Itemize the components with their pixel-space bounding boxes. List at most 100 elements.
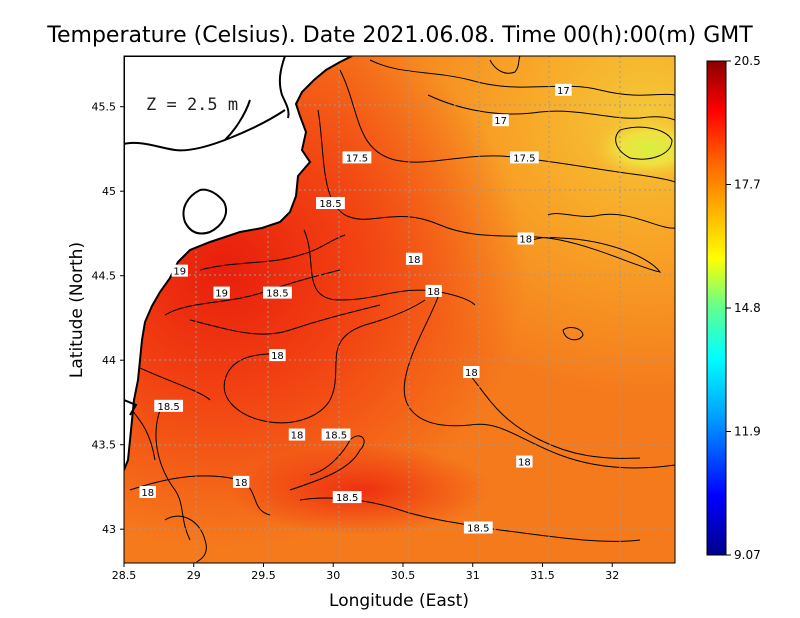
- contour-line: [562, 327, 584, 341]
- contour-labels: 17 17 17.5 17.5 18.5 18 18 18 19 19 18.5 18 18 18.5 18…: [139, 83, 572, 535]
- contour-label-text: 18: [235, 478, 248, 489]
- contour-label: 18: [517, 232, 534, 246]
- contour-label: 18.5: [332, 491, 362, 504]
- contour-label-box: [316, 197, 345, 210]
- colorbar-tick-label: 11.9: [734, 425, 761, 439]
- x-tick-label: 28.5: [112, 569, 137, 582]
- coastline: [182, 188, 228, 235]
- contour-label-box: [321, 428, 351, 441]
- colorbar-ticks: 20.5 17.7 14.8 11.9 9.07: [726, 54, 761, 562]
- colorbar: 20.5 17.7 14.8 11.9 9.07: [706, 54, 761, 562]
- contour-label-box: [139, 486, 156, 499]
- contour-line: [403, 291, 675, 469]
- y-tick-label: 43: [102, 523, 116, 536]
- y-tick-label: 43.5: [92, 439, 117, 452]
- contour-label: 18.5: [154, 399, 184, 413]
- contour-label: 18: [269, 349, 286, 362]
- contour-line: [199, 234, 346, 271]
- contour-label-text: 17: [557, 86, 570, 97]
- contour-label: 18: [288, 428, 306, 442]
- coastline: [278, 56, 290, 119]
- contour-label: 18: [463, 366, 480, 379]
- contour-label: 17.5: [342, 151, 372, 164]
- x-tick-label: 29.5: [251, 569, 276, 582]
- contour-label: 17.5: [509, 151, 539, 164]
- contour-line: [469, 374, 641, 459]
- x-tick-label: 30.5: [391, 569, 416, 582]
- y-axis-ticks: 43 43.5 44 44.5 45 45.5: [92, 101, 124, 536]
- coastline: [224, 99, 251, 141]
- contour-label: 19: [171, 264, 188, 278]
- y-tick-label: 44: [102, 354, 116, 367]
- colorbar-tick-label: 20.5: [734, 54, 761, 68]
- contour-line: [189, 304, 381, 335]
- y-tick-label: 44.5: [92, 270, 117, 283]
- colorbar-tick-label: 9.07: [734, 548, 761, 562]
- contour-label-text: 18: [427, 287, 440, 298]
- contour-line: [303, 229, 476, 306]
- contour-label-text: 17: [494, 116, 507, 127]
- contour-label-text: 17.5: [513, 153, 535, 164]
- contour-label: 18.5: [263, 286, 292, 300]
- contour-label-text: 18.5: [319, 199, 341, 210]
- contour-label-text: 18: [271, 351, 284, 362]
- contour-line: [223, 299, 426, 424]
- contour-line: [155, 409, 191, 541]
- contour-label-box: [154, 399, 184, 412]
- land-mass: [124, 56, 353, 471]
- y-tick-label: 45: [102, 185, 116, 198]
- contour-label-text: 17.5: [346, 153, 368, 164]
- contour-label-box: [509, 151, 539, 164]
- contour-label: 17: [555, 83, 572, 97]
- contour-label-box: [425, 284, 442, 297]
- contour-line: [164, 515, 207, 563]
- contour-label-text: 18: [519, 235, 532, 246]
- x-tick-label: 31.5: [530, 569, 555, 582]
- contour-label-box: [332, 491, 362, 504]
- contour-label-text: 18: [408, 255, 421, 266]
- contour-label: 18: [405, 252, 423, 266]
- contour-label-box: [171, 264, 188, 277]
- contour-label-text: 18: [518, 458, 531, 469]
- contour-label-text: 18.5: [336, 493, 358, 504]
- contour-label-box: [517, 232, 534, 245]
- x-axis-ticks: 28.5 29 29.5 30 30.5 31 31.5 32: [112, 563, 619, 582]
- figure-title: Temperature (Celsius). Date 2021.06.08. …: [46, 23, 753, 48]
- contour-label-box: [405, 252, 423, 265]
- contour-label: 18: [139, 486, 156, 499]
- coastline: [124, 109, 286, 152]
- x-tick-label: 29: [187, 569, 201, 582]
- contour-line: [339, 69, 675, 183]
- contour-label-text: 19: [173, 267, 186, 278]
- contour-label-text: 19: [215, 289, 228, 300]
- contour-label: 19: [213, 286, 230, 300]
- contour-label: 18: [425, 284, 442, 298]
- contour-label-box: [342, 151, 372, 164]
- contour-label-text: 18: [465, 368, 478, 379]
- contour-label-text: 18.5: [266, 289, 288, 300]
- contour-label: 18: [232, 475, 250, 489]
- contour-label-text: 18.5: [158, 402, 180, 413]
- x-axis-title: Longitude (East): [329, 591, 469, 611]
- contour-label-text: 18: [141, 488, 154, 499]
- map-frame: [123, 55, 676, 564]
- contour-line: [427, 94, 675, 121]
- contour-label: 18.5: [463, 521, 493, 535]
- contour-line: [547, 213, 675, 229]
- contour-label-text: 18.5: [467, 524, 489, 535]
- x-tick-label: 32: [605, 569, 619, 582]
- contour-label-box: [516, 455, 533, 468]
- contour-line: [369, 59, 675, 96]
- contour-label-box: [463, 521, 493, 534]
- map-plot-area: Z = 2.5 m 17 17 17.5 17.5 18.5 18 18 18 19 19 18.5…: [124, 56, 675, 563]
- y-axis-title: Latitude (North): [67, 242, 87, 378]
- colorbar-gradient: [706, 60, 727, 556]
- contour-label-text: 18: [291, 431, 304, 442]
- y-tick-label: 45.5: [92, 101, 117, 114]
- warm-southern-patch: [230, 445, 490, 535]
- x-tick-label: 30: [326, 569, 340, 582]
- contour-label: 18.5: [316, 197, 345, 210]
- contour-label-box: [213, 286, 230, 299]
- contour-label-box: [232, 475, 250, 488]
